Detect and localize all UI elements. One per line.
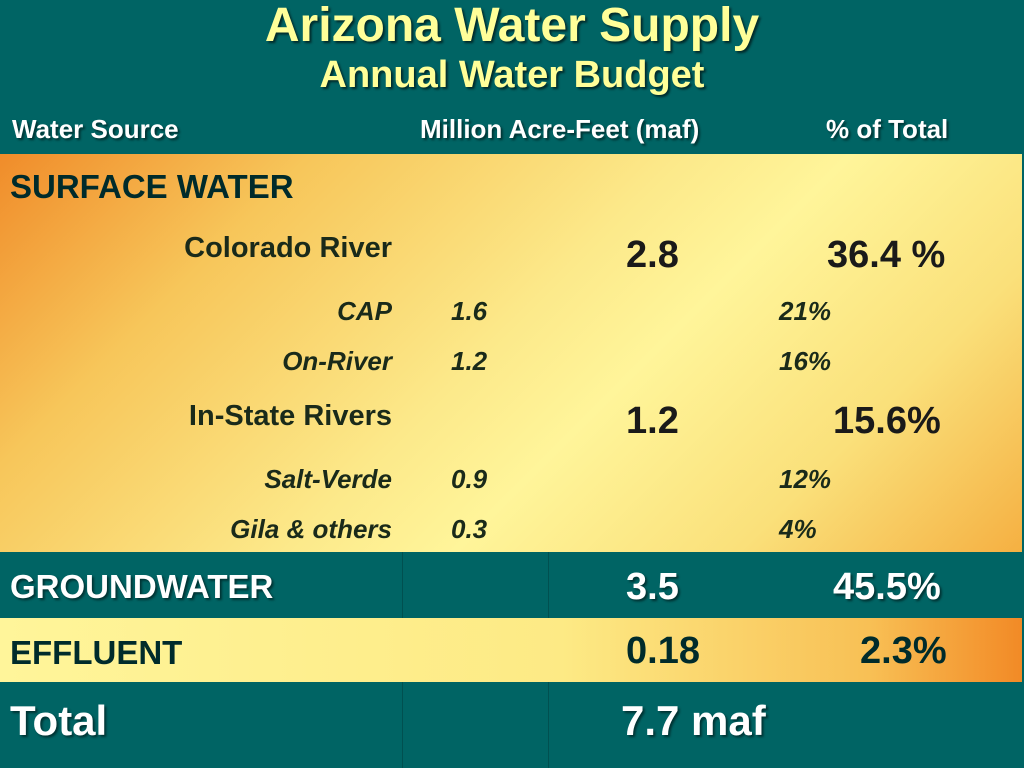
gila-others-maf: 0.3 [451, 514, 488, 544]
gila-others-label: Gila & others [230, 514, 392, 544]
colorado-river-percent: 36.4 % [827, 234, 946, 276]
total-label: Total [10, 697, 108, 744]
salt-verde-percent: 12% [779, 464, 832, 494]
on-river-label: On-River [282, 346, 392, 376]
surface-water-panel [0, 154, 1022, 552]
cap-label: CAP [337, 296, 392, 326]
on-river-maf: 1.2 [451, 346, 488, 376]
effluent-label: EFFLUENT [10, 634, 183, 671]
groundwater-maf: 3.5 [626, 566, 679, 608]
surface-water-label: SURFACE WATER [10, 168, 294, 205]
on-river-percent: 16% [779, 346, 832, 376]
salt-verde-label: Salt-Verde [264, 464, 392, 494]
effluent-panel [0, 618, 1022, 682]
header-percent: % of Total [826, 114, 949, 144]
in-state-rivers-maf: 1.2 [626, 400, 679, 442]
in-state-rivers-label: In-State Rivers [188, 400, 392, 432]
header-maf: Million Acre-Feet (maf) [420, 114, 700, 144]
slide-subtitle: Annual Water Budget [319, 54, 705, 96]
cap-maf: 1.6 [451, 296, 488, 326]
salt-verde-maf: 0.9 [451, 464, 488, 494]
total-value: 7.7 maf [621, 697, 766, 744]
cap-percent: 21% [779, 296, 832, 326]
groundwater-label: GROUNDWATER [10, 568, 274, 605]
groundwater-percent: 45.5% [833, 566, 941, 608]
effluent-percent: 2.3% [860, 630, 947, 672]
colorado-river-maf: 2.8 [626, 234, 679, 276]
effluent-maf: 0.18 [626, 630, 700, 672]
in-state-rivers-percent: 15.6% [833, 400, 941, 442]
header-water-source: Water Source [12, 114, 179, 144]
colorado-river-label: Colorado River [184, 232, 392, 264]
slide-title: Arizona Water Supply [264, 0, 760, 52]
gila-others-percent: 4% [779, 514, 817, 544]
